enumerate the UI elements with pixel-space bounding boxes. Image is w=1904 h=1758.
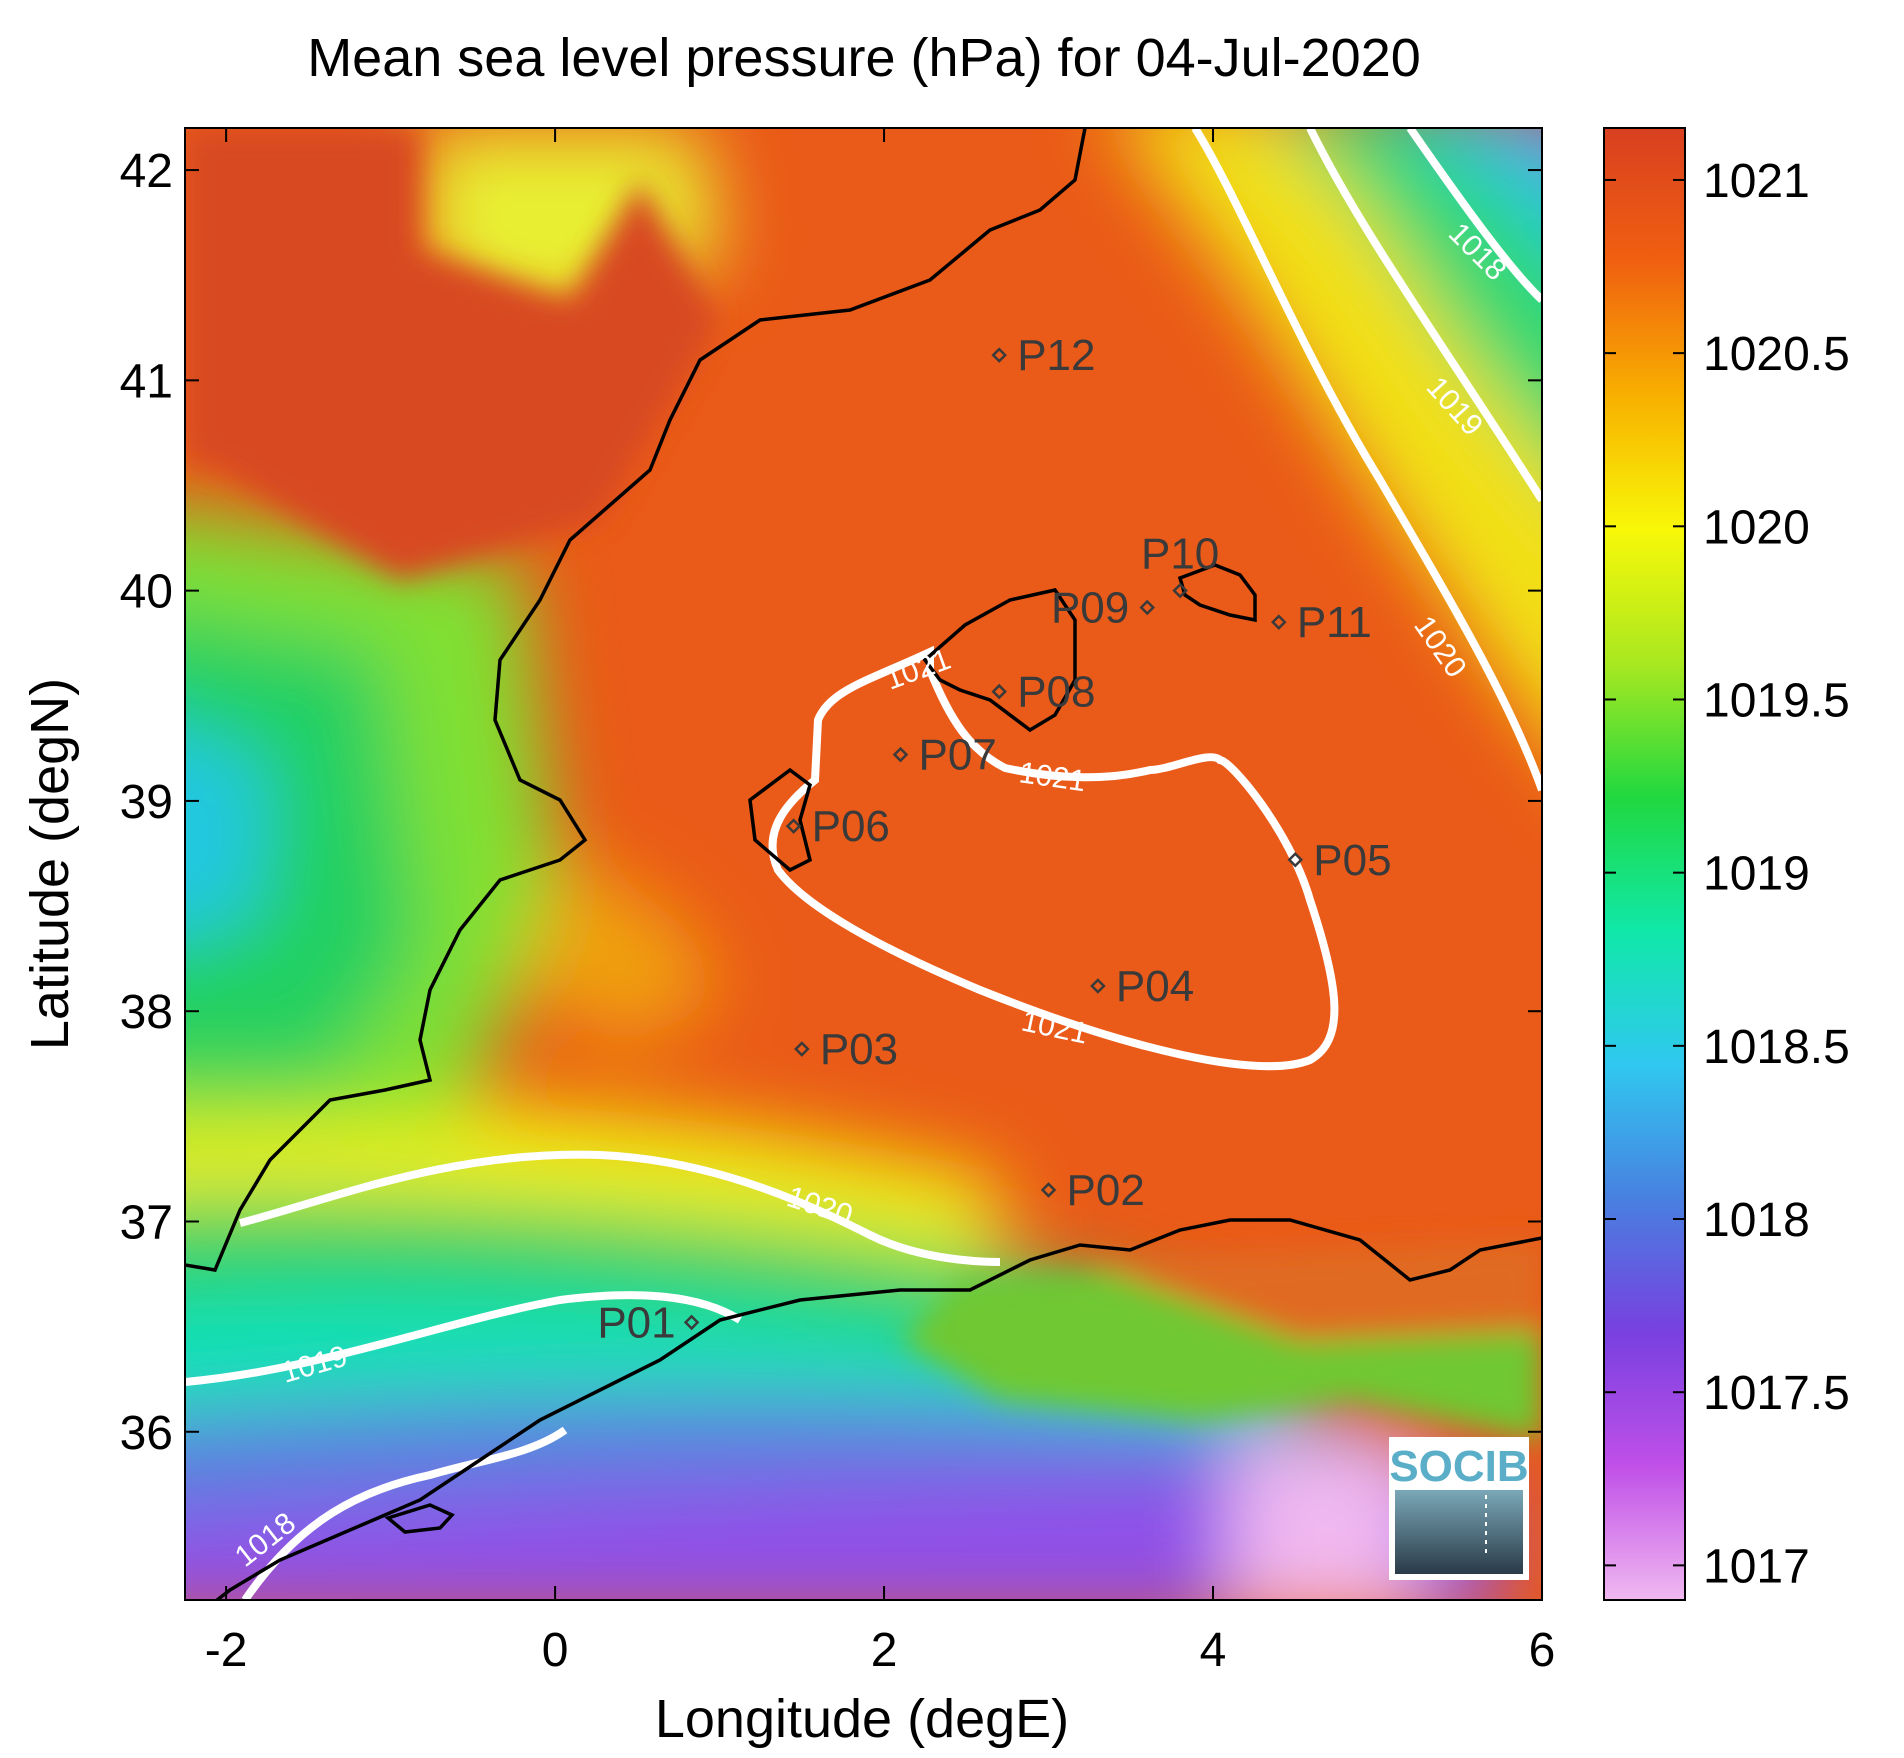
station-marker[interactable] bbox=[683, 1314, 700, 1331]
pressure-field bbox=[185, 128, 1542, 1600]
colorbar-tick-label: 1021 bbox=[1703, 155, 1810, 208]
station-label: P02 bbox=[1067, 1166, 1145, 1215]
coastline-north-africa bbox=[214, 1218, 1542, 1600]
colorbar-tick-label: 1018.5 bbox=[1703, 1021, 1850, 1074]
colorbar-tick-label: 1017.5 bbox=[1703, 1367, 1850, 1420]
station-label: P11 bbox=[1297, 598, 1372, 647]
logo-wave bbox=[1395, 1490, 1523, 1574]
x-tick-label: -2 bbox=[205, 1624, 248, 1677]
station-marker[interactable] bbox=[1271, 614, 1287, 630]
x-tick-label: 2 bbox=[871, 1624, 898, 1677]
coastline-mallorca bbox=[922, 588, 1077, 733]
contour-1020-south bbox=[239, 1150, 1001, 1266]
colorbar bbox=[1603, 127, 1686, 1601]
station-label: P03 bbox=[820, 1025, 898, 1074]
station-marker[interactable] bbox=[991, 347, 1007, 363]
colorbar-tick-label: 1019 bbox=[1703, 848, 1810, 901]
station-label: P05 bbox=[1313, 836, 1391, 885]
station-marker[interactable] bbox=[1040, 1182, 1057, 1198]
socib-logo: SOCIB bbox=[1389, 1437, 1529, 1580]
station-label: P07 bbox=[919, 731, 997, 780]
coastline-alboran bbox=[384, 1503, 455, 1534]
station-label: P12 bbox=[1017, 331, 1095, 380]
contour-1018-north bbox=[1406, 128, 1542, 303]
station-label: P08 bbox=[1017, 668, 1095, 717]
logo-text: SOCIB bbox=[1389, 1442, 1528, 1491]
station-marker[interactable] bbox=[892, 746, 909, 763]
station-label: P09 bbox=[1051, 583, 1129, 632]
y-tick-label: 36 bbox=[120, 1407, 173, 1460]
station-marker[interactable] bbox=[1287, 852, 1304, 868]
station-marker[interactable] bbox=[1139, 599, 1156, 616]
x-axis-ticks: -2 0 2 4 6 bbox=[205, 128, 1556, 1677]
colorbar-tick-label: 1018 bbox=[1703, 1194, 1810, 1247]
map-title: Mean sea level pressure (hPa) for 04-Jul… bbox=[307, 28, 1421, 88]
y-axis-label: Latitude (degN) bbox=[20, 678, 80, 1050]
x-tick-label: 6 bbox=[1529, 1624, 1556, 1677]
contour-lines bbox=[185, 128, 1542, 1600]
station-label: P04 bbox=[1116, 962, 1194, 1011]
x-tick-label: 0 bbox=[542, 1624, 569, 1677]
contour-1019-north bbox=[1306, 128, 1542, 503]
colorbar-tick-label: 1019.5 bbox=[1703, 674, 1850, 727]
x-axis-label: Longitude (degE) bbox=[655, 1689, 1069, 1749]
coastline-menorca bbox=[1177, 563, 1257, 623]
contour-1018-south bbox=[241, 1426, 568, 1600]
colorbar-tick-label: 1020 bbox=[1703, 501, 1810, 554]
y-tick-label: 41 bbox=[120, 355, 173, 408]
contour-1019-south bbox=[185, 1291, 743, 1386]
contour-1020-north bbox=[1191, 128, 1542, 792]
coastline-ibiza bbox=[748, 767, 813, 873]
y-tick-label: 39 bbox=[120, 776, 173, 829]
plot-frame bbox=[184, 127, 1543, 1601]
x-tick-label: 4 bbox=[1200, 1624, 1227, 1677]
coastlines bbox=[185, 128, 1542, 1600]
station-marker[interactable] bbox=[785, 818, 802, 834]
station-marker[interactable] bbox=[1172, 582, 1188, 599]
y-tick-label: 42 bbox=[120, 145, 173, 198]
y-tick-label: 38 bbox=[120, 986, 173, 1039]
station-label: P01 bbox=[597, 1298, 675, 1347]
y-tick-label: 40 bbox=[120, 566, 173, 619]
coastline-spain-east bbox=[185, 128, 1087, 1272]
station-marker[interactable] bbox=[794, 1041, 810, 1057]
y-axis-ticks: 36 37 38 39 40 41 42 bbox=[120, 145, 1542, 1460]
station-label: P10 bbox=[1141, 530, 1219, 579]
station-marker[interactable] bbox=[1090, 978, 1106, 994]
station-label: P06 bbox=[812, 802, 890, 851]
station-marker[interactable] bbox=[991, 683, 1007, 700]
colorbar-ticks: 1017 1017.5 1018 1018.5 1019 1019.5 1020 1020.5… bbox=[1604, 155, 1850, 1593]
y-tick-label: 37 bbox=[120, 1196, 173, 1249]
colorbar-tick-label: 1017 bbox=[1703, 1540, 1810, 1593]
contour-1021 bbox=[768, 645, 1339, 1071]
colorbar-tick-label: 1020.5 bbox=[1703, 328, 1850, 381]
